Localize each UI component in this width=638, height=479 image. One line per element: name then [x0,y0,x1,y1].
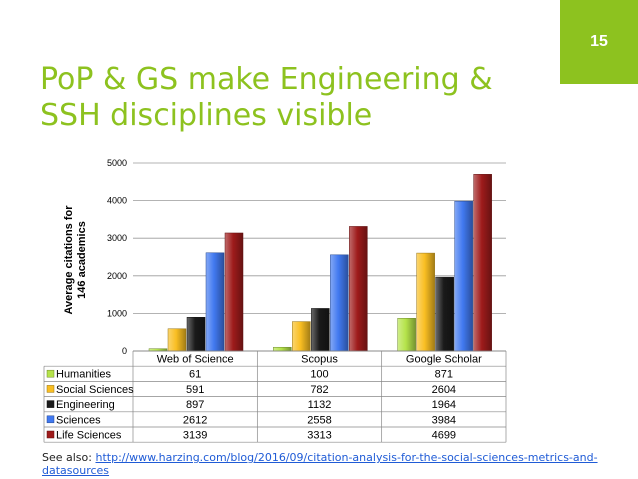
bar-life-sciences-google-scholar [473,174,492,352]
y-axis-label-line-2: 146 academics [76,221,88,299]
y-tick-label: 2000 [107,271,127,281]
legend-swatch [46,400,55,408]
legend-swatch [46,385,55,393]
data-value-label: 782 [310,384,328,396]
bar-sciences-google-scholar [454,200,473,352]
legend-swatch [46,369,55,378]
y-tick-label: 3000 [107,233,127,243]
bar-life-sciences-web-of-science [224,232,244,352]
bar-engineering-web-of-science [186,317,206,352]
see-also-label: See also: [42,451,92,464]
x-category-label: Scopus [301,354,338,366]
legend-label: Humanities [56,369,112,381]
bar-social-sciences-web-of-science [167,328,187,352]
data-value-label: 2612 [183,414,207,426]
legend-swatch [46,430,55,439]
legend-label: Engineering [56,399,115,411]
data-value-label: 3984 [432,414,456,426]
y-tick-label: 1000 [107,308,127,318]
data-value-label: 2604 [432,384,456,396]
legend-label: Social Sciences [56,384,134,396]
data-value-label: 3139 [183,430,207,442]
bar-engineering-google-scholar [435,276,454,352]
title-line-1: PoP & GS make Engineering & [40,62,493,97]
bar-humanities-google-scholar [397,318,416,352]
y-axis-label-line-1: Average citations for [63,205,75,315]
bar-life-sciences-scopus [349,226,368,352]
bar-social-sciences-google-scholar [416,252,435,352]
bar-engineering-scopus [311,308,330,352]
bar-humanities-scopus [273,346,292,352]
x-category-label: Web of Science [157,354,234,366]
data-value-label: 1132 [308,399,332,411]
legend-label: Sciences [56,414,101,426]
legend-swatch [46,415,55,424]
slide-title: PoP & GS make Engineering & SSH discipli… [40,62,540,134]
data-value-label: 3313 [307,430,331,442]
bar-sciences-scopus [330,254,349,352]
data-value-label: 2558 [307,414,331,426]
bar-sciences-web-of-science [205,252,225,352]
data-value-label: 591 [186,384,204,396]
data-value-label: 61 [189,369,201,381]
x-category-label: Google Scholar [406,354,482,366]
y-tick-label: 0 [122,346,127,356]
bar-social-sciences-scopus [292,321,311,352]
slide-number: 15 [560,0,638,84]
data-value-label: 871 [435,369,453,381]
data-value-label: 100 [310,369,328,381]
data-value-label: 4699 [432,430,456,442]
see-also-link[interactable]: http://www.harzing.com/blog/2016/09/cita… [42,451,598,477]
data-value-label: 897 [186,399,204,411]
y-tick-label: 4000 [107,196,127,206]
legend-label: Life Sciences [56,430,122,442]
y-tick-label: 5000 [107,158,127,168]
title-line-2: SSH disciplines visible [40,98,373,133]
data-value-label: 1964 [432,399,456,411]
see-also-note: See also: http://www.harzing.com/blog/20… [42,451,638,477]
